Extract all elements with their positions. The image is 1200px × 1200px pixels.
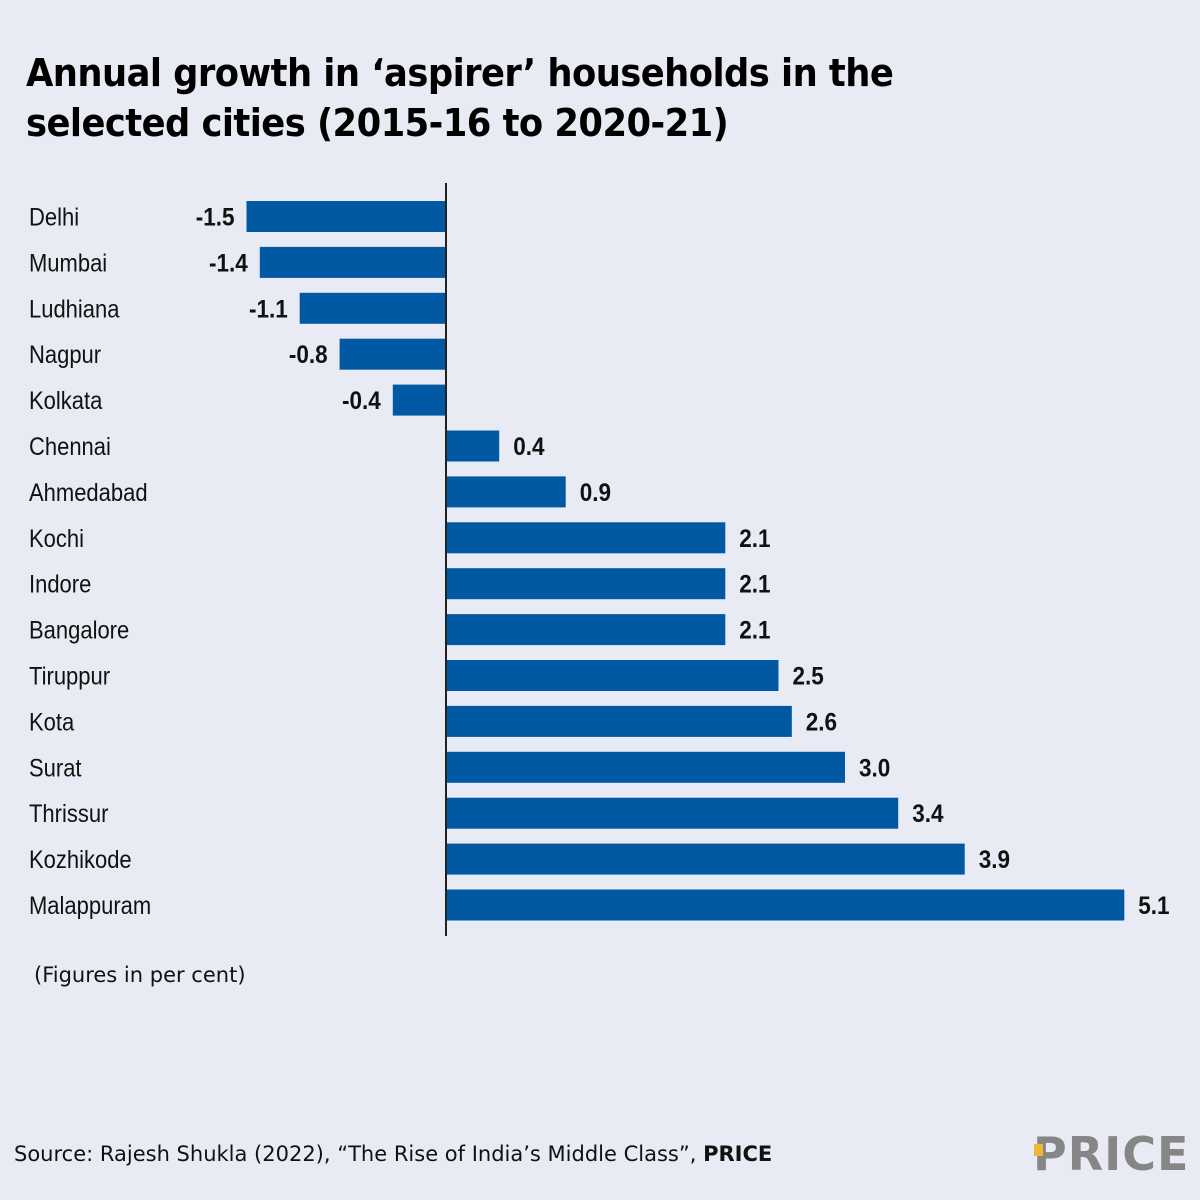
category-label: Indore <box>29 570 91 598</box>
price-logo-accent <box>1034 1144 1043 1156</box>
value-label: 2.1 <box>739 571 770 599</box>
bar <box>446 568 726 600</box>
source-org: PRICE <box>703 1142 773 1166</box>
value-label: 2.1 <box>739 617 770 645</box>
category-label: Tiruppur <box>29 662 110 690</box>
category-label: Kochi <box>29 525 84 553</box>
category-label: Ahmedabad <box>29 479 148 507</box>
price-logo: PRICE <box>1033 1127 1190 1181</box>
bar <box>446 614 726 646</box>
category-label: Kozhikode <box>29 846 132 874</box>
bar <box>446 705 792 737</box>
value-label: 0.9 <box>580 479 611 507</box>
bars <box>246 201 1125 921</box>
category-label: Bangalore <box>29 616 129 644</box>
bar <box>246 201 446 232</box>
category-label: Surat <box>29 754 82 782</box>
category-label: Kolkata <box>29 387 103 415</box>
value-label: -0.4 <box>342 387 381 415</box>
value-label: -0.8 <box>289 341 328 369</box>
value-label: 2.6 <box>806 708 837 736</box>
category-label: Kota <box>29 708 75 736</box>
value-label: 5.1 <box>1138 892 1169 920</box>
value-label: 2.1 <box>739 525 770 553</box>
value-label: 0.4 <box>513 433 545 461</box>
bar <box>446 522 726 554</box>
source-text: Source: Rajesh Shukla (2022), “The Rise … <box>14 1142 704 1166</box>
value-labels: -1.5 -1.4-1.1-0.8 -0.4 0.4 0.9 2.1 2.1 2.1 2.5 2.… <box>196 203 1170 920</box>
category-label: Delhi <box>29 203 79 231</box>
category-label: Thrissur <box>29 800 109 828</box>
bar <box>392 384 446 416</box>
category-label: Ludhiana <box>29 295 120 323</box>
bar <box>446 660 779 691</box>
category-labels: Delhi Mumbai Ludhiana Nagpur Kolkata Chennai A… <box>29 203 151 919</box>
value-label: -1.1 <box>249 295 288 323</box>
source-credit: Source: Rajesh Shukla (2022), “The Rise … <box>14 1142 772 1166</box>
category-label: Nagpur <box>29 341 101 369</box>
bar <box>446 476 566 508</box>
bar <box>299 292 446 324</box>
category-label: Malappuram <box>29 892 151 920</box>
chart-title: Annual growth in ‘aspirer’ households in… <box>26 51 894 145</box>
bar <box>446 797 899 829</box>
bar <box>446 843 965 875</box>
value-label: 2.5 <box>793 662 824 690</box>
category-label: Mumbai <box>29 249 107 277</box>
bar <box>446 430 500 462</box>
bar <box>259 246 446 278</box>
value-label: 3.0 <box>859 754 890 782</box>
bar <box>446 889 1125 921</box>
value-label: -1.4 <box>209 249 248 277</box>
value-label: 3.4 <box>912 800 944 828</box>
value-label: 3.9 <box>979 846 1010 874</box>
bar <box>339 338 446 370</box>
value-label: -1.5 <box>196 203 235 231</box>
category-label: Chennai <box>29 433 111 461</box>
bar <box>446 751 845 783</box>
units-note: (Figures in per cent) <box>34 963 246 987</box>
